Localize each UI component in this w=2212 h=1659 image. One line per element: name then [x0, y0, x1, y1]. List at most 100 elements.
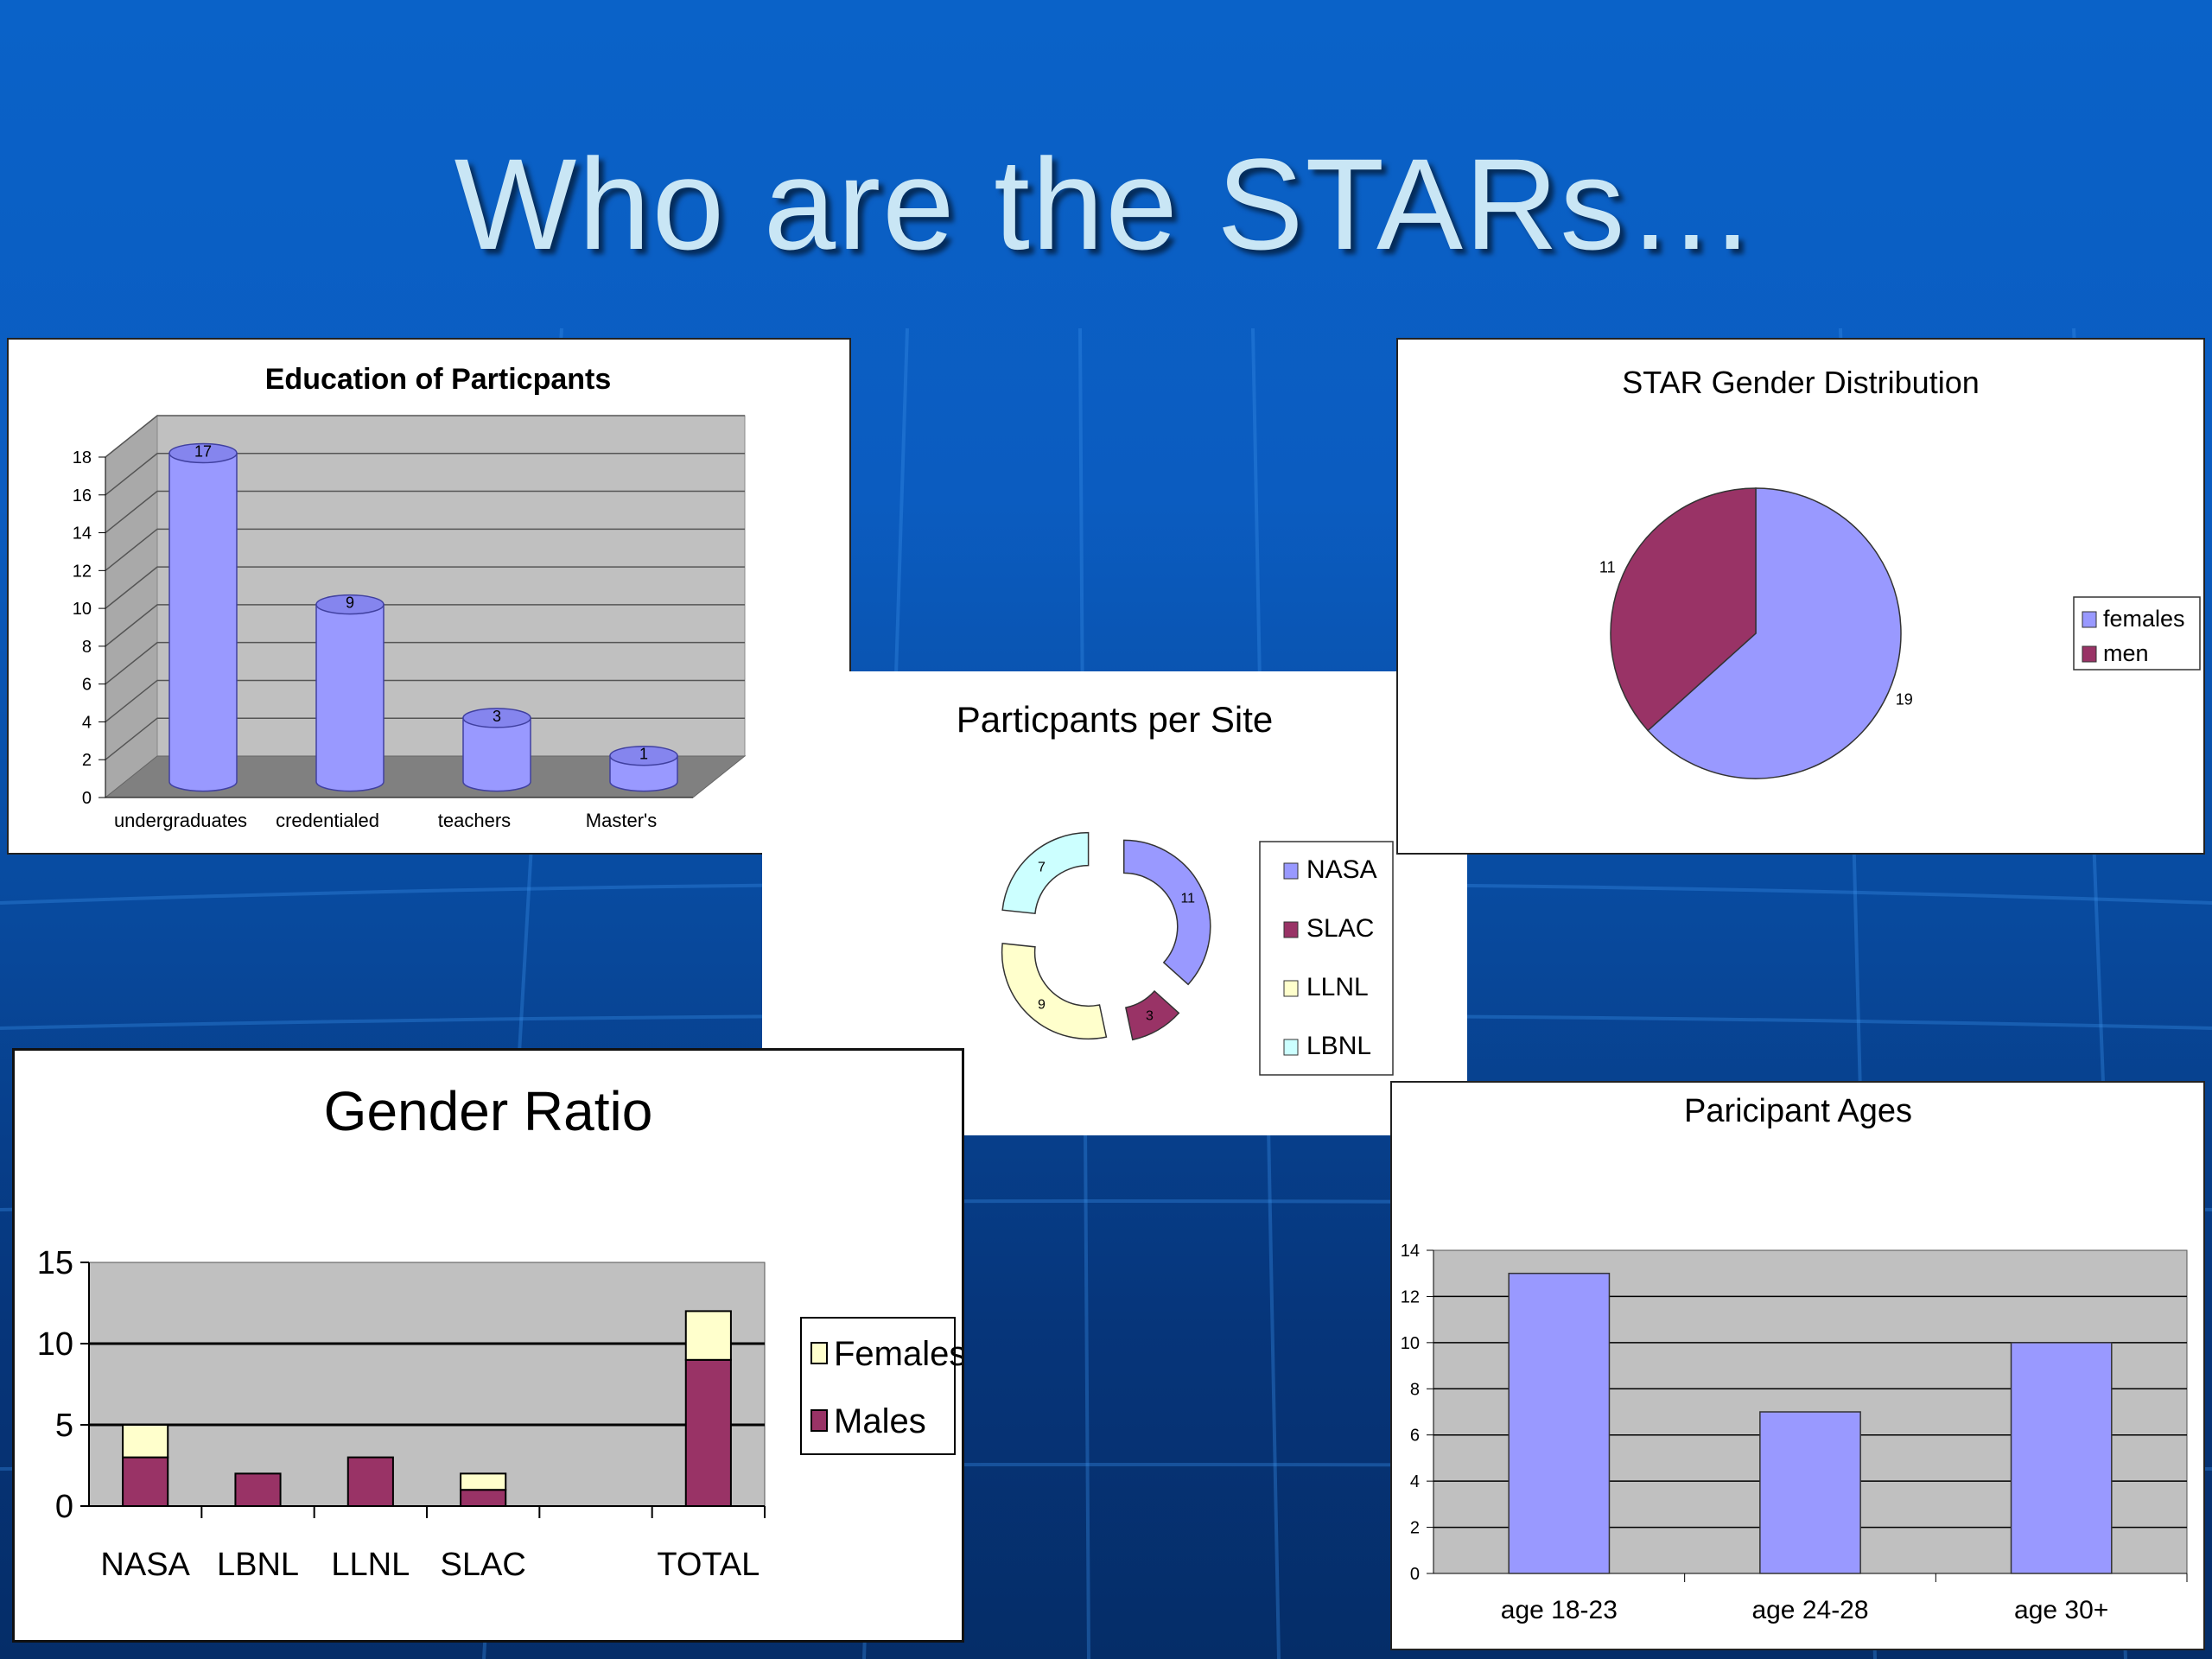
legend-swatch — [810, 1409, 828, 1432]
x-tick-label: age 18-23 — [1501, 1596, 1618, 1624]
y-tick-label: 6 — [1410, 1427, 1420, 1446]
slide-title: Who are the STARs… — [454, 131, 1758, 276]
data-label: 3 — [493, 708, 501, 725]
bar-segment — [460, 1472, 507, 1491]
gridline — [105, 453, 745, 496]
y-tick-label: 14 — [1401, 1242, 1420, 1261]
x-tick-label: LLNL — [331, 1547, 410, 1583]
gender-chart: STAR Gender Distribution 19 11 females men — [1599, 365, 2201, 779]
bar-body — [462, 717, 531, 792]
legend-label: LLNL — [1306, 973, 1369, 1001]
x-tick-label: Master's — [586, 810, 657, 831]
bar-body — [168, 452, 238, 792]
bar-top — [168, 442, 238, 464]
chart-title: Gender Ratio — [324, 1080, 653, 1142]
x-tick-label: NASA — [100, 1547, 190, 1583]
data-label: 9 — [346, 594, 354, 612]
chart-title: Particpants per Site — [957, 699, 1274, 740]
gridline — [105, 566, 745, 609]
y-tick-label: 12 — [1401, 1287, 1420, 1306]
legend-swatch — [2082, 645, 2097, 663]
x-tick-label: undergraduates — [114, 810, 247, 831]
x-tick-label: teachers — [438, 810, 511, 831]
data-label: 7 — [1038, 860, 1046, 874]
legend-label: Females — [834, 1335, 962, 1373]
gridline — [105, 717, 745, 760]
x-tick-label: TOTAL — [657, 1547, 760, 1583]
bar-body — [315, 603, 385, 792]
y-tick-label: 12 — [73, 562, 92, 581]
ratio-chart: Gender Ratio 0 5 10 15 NASA LBNL LLNL SLAC TOTAL… — [37, 1080, 962, 1583]
education-chart-panel: Education of Particpants 0 2 4 6 8 10 12 14 16 18… — [7, 338, 851, 855]
x-tick-label: SLAC — [441, 1547, 526, 1583]
legend-label: NASA — [1306, 855, 1377, 884]
bar — [1508, 1272, 1611, 1574]
y-tick-label: 4 — [82, 713, 92, 732]
legend-label: men — [2103, 640, 2149, 666]
data-label: 17 — [194, 442, 212, 460]
y-tick-label: 10 — [37, 1326, 73, 1363]
bar-segment — [460, 1489, 507, 1508]
data-label: 3 — [1146, 1009, 1154, 1024]
bar-segment — [684, 1310, 732, 1361]
y-tick-label: 2 — [82, 751, 92, 770]
y-tick-label: 16 — [73, 486, 92, 505]
gender-chart-panel: STAR Gender Distribution 19 11 females men — [1396, 338, 2205, 855]
x-tick-label: age 30+ — [2014, 1596, 2108, 1624]
gridline — [105, 415, 745, 458]
y-tick-label: 18 — [73, 448, 92, 467]
y-tick-label: 0 — [82, 789, 92, 808]
gridline — [105, 490, 745, 534]
y-tick-label: 15 — [37, 1245, 73, 1281]
chart-title: Paricipant Ages — [1684, 1093, 1912, 1129]
y-tick-label: 2 — [1410, 1519, 1420, 1538]
bar — [168, 442, 238, 792]
data-label: 19 — [1896, 690, 1913, 708]
y-tick-label: 14 — [73, 524, 92, 543]
y-tick-label: 5 — [55, 1408, 73, 1444]
ages-chart-panel: Paricipant Ages 0 2 4 6 8 10 12 14 age 18-23 age … — [1390, 1081, 2205, 1650]
doughnut-slice — [1123, 839, 1211, 986]
bar-segment — [684, 1358, 732, 1507]
y-tick-label: 0 — [55, 1489, 73, 1525]
bar-top — [462, 708, 531, 728]
legend-label: LBNL — [1306, 1032, 1371, 1060]
x-tick-label: credentialed — [276, 810, 379, 831]
legend-swatch — [2082, 611, 2097, 628]
bar-top — [315, 594, 385, 615]
legend-swatch — [1283, 862, 1299, 880]
legend-swatch — [1283, 980, 1299, 997]
bar-top — [609, 745, 678, 766]
side-wall — [105, 414, 158, 799]
pie-slice — [1610, 487, 1757, 732]
chart-title: STAR Gender Distribution — [1622, 365, 1980, 400]
y-tick-label: 10 — [73, 600, 92, 619]
back-wall — [156, 415, 746, 757]
bar — [1759, 1411, 1861, 1574]
y-tick-label: 8 — [82, 638, 92, 657]
doughnut-slice — [1001, 831, 1090, 915]
data-label: 11 — [1599, 559, 1616, 576]
legend-label: females — [2103, 606, 2185, 632]
y-tick-label: 10 — [1401, 1334, 1420, 1353]
y-tick-label: 0 — [1410, 1565, 1420, 1584]
legend-swatch — [810, 1342, 828, 1364]
data-label: 11 — [1180, 891, 1195, 906]
bar-segment — [346, 1456, 394, 1508]
bar-segment — [122, 1424, 169, 1459]
bar — [462, 708, 531, 792]
bar-segment — [122, 1456, 169, 1508]
ages-chart: Paricipant Ages 0 2 4 6 8 10 12 14 age 18-23 age … — [1401, 1093, 2188, 1624]
bar-segment — [234, 1472, 282, 1507]
doughnut-slice — [1125, 989, 1180, 1041]
sites-chart: Particpants per Site 11 3 9 7 NASA SLAC LLNL LB… — [957, 699, 1394, 1076]
chart-title: Education of Particpants — [265, 363, 612, 396]
legend-swatch — [1283, 921, 1299, 938]
gridline — [105, 679, 745, 723]
doughnut-slice — [1001, 943, 1108, 1040]
ratio-chart-panel: Gender Ratio 0 5 10 15 NASA LBNL LLNL SLAC TOTAL… — [12, 1048, 964, 1643]
gridline — [105, 641, 745, 685]
gridline — [105, 528, 745, 571]
bar — [315, 594, 385, 792]
pie-slice — [1647, 487, 1902, 779]
